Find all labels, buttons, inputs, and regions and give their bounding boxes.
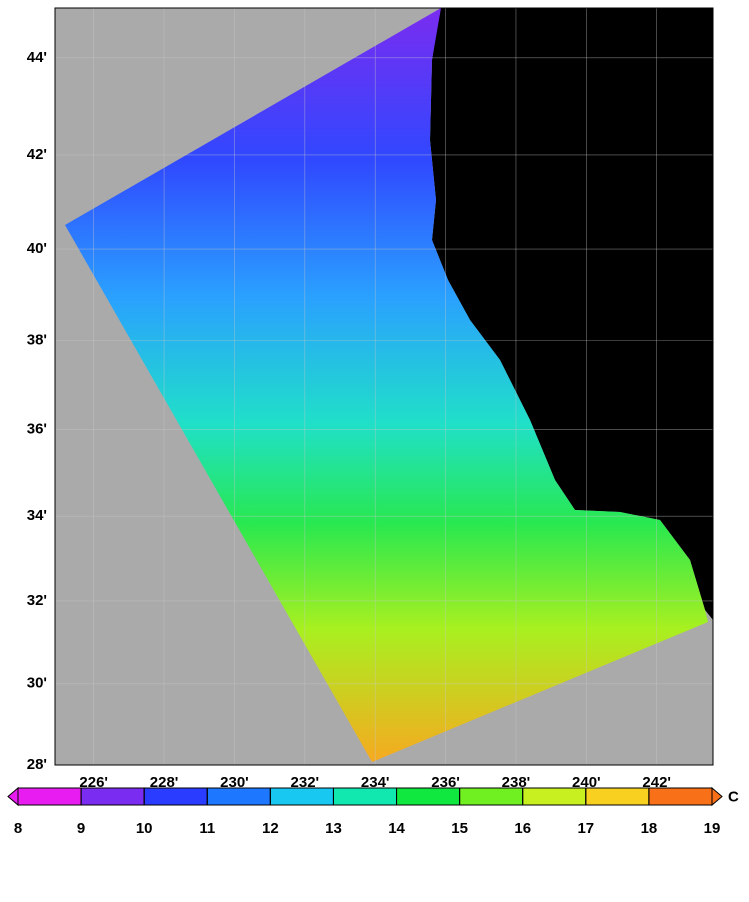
colorbar-segment xyxy=(143,787,208,806)
colorbar-tick-label: 17 xyxy=(577,820,594,837)
x-tick-label: 232' xyxy=(291,774,320,791)
colorbar-segment xyxy=(648,787,713,806)
colorbar-max-arrow xyxy=(711,786,723,807)
sst-swath xyxy=(65,8,708,762)
colorbar-tick-label: 14 xyxy=(388,820,405,837)
colorbar-segment xyxy=(269,787,334,806)
colorbar-tick-label: 16 xyxy=(514,820,531,837)
x-tick-label: 230' xyxy=(220,774,249,791)
y-tick-label: 40' xyxy=(27,240,47,257)
y-tick-label: 30' xyxy=(27,675,47,692)
y-tick-label: 38' xyxy=(27,331,47,348)
colorbar-tick-label: 8 xyxy=(14,820,22,837)
y-tick-label: 42' xyxy=(27,146,47,163)
colorbar-tick-label: 12 xyxy=(262,820,279,837)
x-tick-label: 226' xyxy=(79,774,108,791)
x-tick-label: 228' xyxy=(150,774,179,791)
colorbar-segment xyxy=(206,787,271,806)
colorbar-segment xyxy=(522,787,587,806)
colorbar-segment xyxy=(80,787,145,806)
colorbar-segment xyxy=(396,787,461,806)
y-tick-label: 32' xyxy=(27,592,47,609)
colorbar-segment xyxy=(332,787,398,806)
x-tick-label: 238' xyxy=(502,774,531,791)
map-frame xyxy=(54,7,714,766)
colorbar-tick-label: 18 xyxy=(641,820,658,837)
x-tick-label: 234' xyxy=(361,774,390,791)
y-tick-label: 36' xyxy=(27,420,47,437)
colorbar-segment xyxy=(459,787,524,806)
y-tick-label: 34' xyxy=(27,507,47,524)
x-tick-label: 242' xyxy=(642,774,671,791)
colorbar-tick-label: 9 xyxy=(77,820,85,837)
x-tick-label: 236' xyxy=(431,774,460,791)
y-tick-label: 44' xyxy=(27,49,47,66)
colorbar-tick-label: 15 xyxy=(451,820,468,837)
colorbar-unit: C xyxy=(728,788,739,805)
y-tick-label: 28' xyxy=(27,756,47,773)
colorbar-segment xyxy=(585,787,650,806)
land xyxy=(430,8,713,620)
colorbar-tick-label: 19 xyxy=(704,820,721,837)
colorbar-tick-label: 11 xyxy=(199,820,215,837)
colorbar-tick-label: 10 xyxy=(136,820,153,837)
colorbar-tick-label: 13 xyxy=(325,820,342,837)
x-tick-label: 240' xyxy=(572,774,601,791)
colorbar-segment xyxy=(17,787,82,806)
colorbar-min-arrow xyxy=(7,786,19,807)
